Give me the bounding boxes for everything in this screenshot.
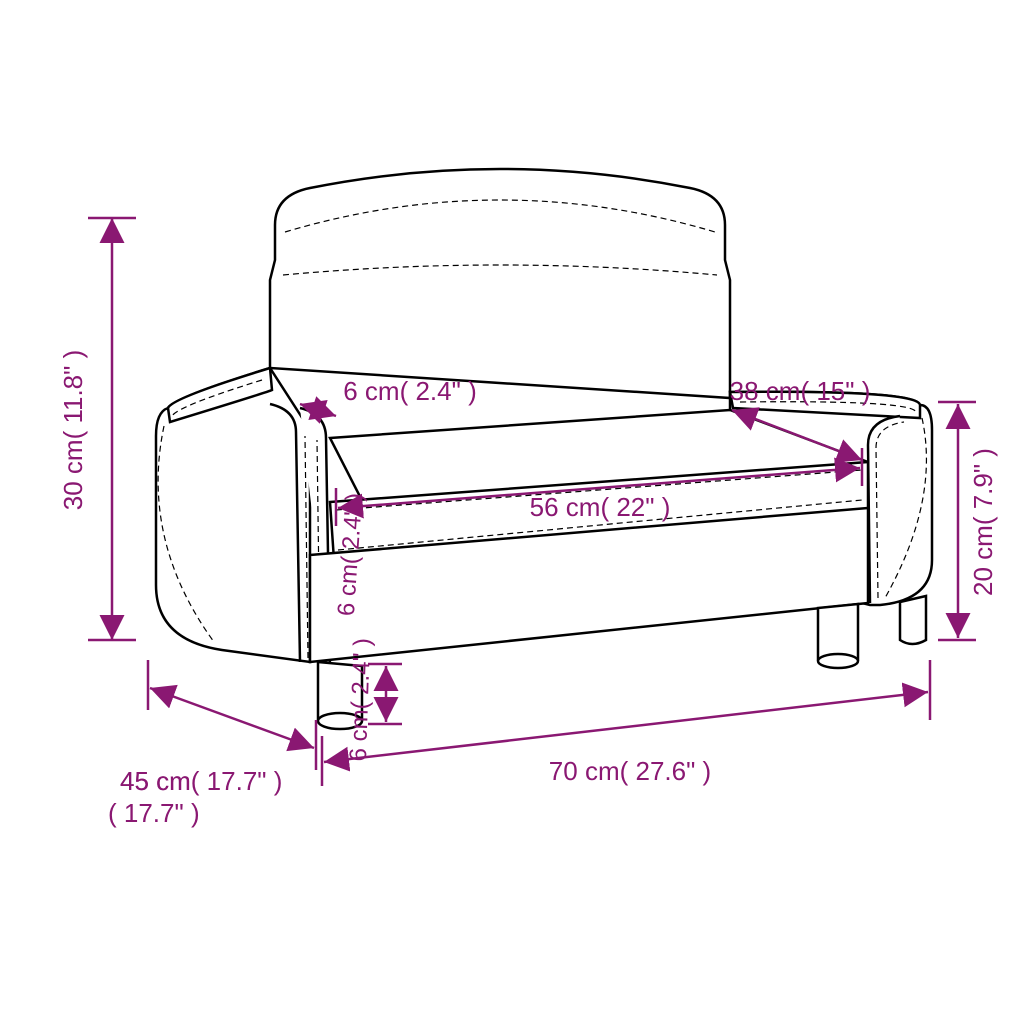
dim-width-total: 70 cm( 27.6" ) [322,660,930,786]
dim-arm-height: 20 cm( 7.9" ) [938,402,998,640]
label-width-total: 70 cm( 27.6" ) [549,756,711,786]
backrest [270,169,730,398]
label-seat-depth: 38 cm( 15" ) [730,376,871,406]
dim-arm-thickness: 6 cm( 2.4" ) [300,376,477,416]
dimension-diagram: 30 cm( 11.8" ) 45 cm( 17.7" ) 45 cm ( 17… [0,0,1024,1024]
seat-base [310,410,868,662]
dim-height-total: 30 cm( 11.8" ) [58,218,136,640]
label-leg-height: 6 cm( 2.4" ) [345,638,376,762]
label-height-total: 30 cm( 11.8" ) [58,350,88,510]
label-arm-thickness: 6 cm( 2.4" ) [343,376,476,406]
label-arm-height: 20 cm( 7.9" ) [968,448,998,596]
label-seat-width: 56 cm( 22" ) [530,492,671,522]
label-depth-total-in: ( 17.7" ) [108,798,200,828]
dim-leg-height: 6 cm( 2.4" ) [345,638,402,762]
armrest-left [156,368,330,668]
sofa-drawing [156,169,932,729]
label-depth-total: 45 cm [120,766,191,796]
